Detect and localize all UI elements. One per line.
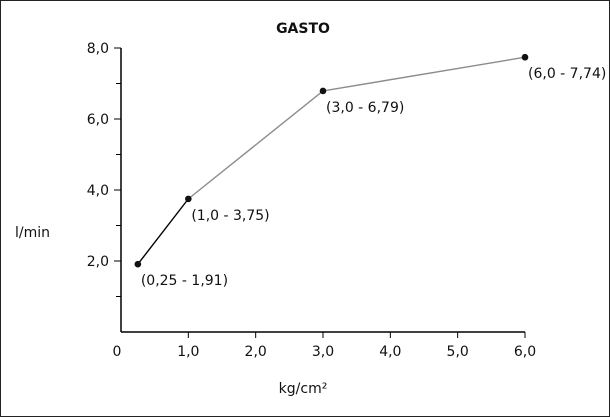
x-tick-label: 0: [113, 344, 122, 360]
x-tick-label: 2,0: [245, 344, 267, 360]
y-tick-label: 2,0: [87, 254, 109, 270]
series: [134, 53, 529, 268]
y-tick-label: 8,0: [87, 41, 109, 57]
x-tick-label: 1,0: [177, 344, 199, 360]
x-tick-label: 4,0: [379, 344, 401, 360]
x-axis-label: kg/cm²: [279, 381, 328, 397]
data-label: (6,0 - 7,74): [528, 66, 606, 82]
point-labels: (0,25 - 1,91) (1,0 - 3,75) (3,0 - 6,79) (6,…: [141, 66, 606, 289]
chart-title: GASTO: [276, 21, 330, 37]
y-axis-label: l/min: [15, 225, 50, 241]
series-segment: [137, 198, 189, 265]
data-point: [521, 53, 529, 61]
x-tick-label: 5,0: [447, 344, 469, 360]
data-point: [185, 195, 192, 203]
x-tick-label: 6,0: [514, 344, 536, 360]
y-tick-label: 6,0: [87, 112, 109, 128]
y-tick-label: 4,0: [87, 183, 109, 199]
series-segment: [322, 56, 526, 92]
series-segment: [187, 90, 324, 200]
data-point: [319, 87, 327, 95]
y-ticks: 2,0 4,0 6,0 8,0: [87, 41, 121, 297]
data-label: (3,0 - 6,79): [326, 100, 404, 116]
x-tick-label: 3,0: [312, 344, 334, 360]
data-label: (1,0 - 3,75): [191, 208, 269, 224]
data-point: [134, 260, 142, 268]
x-ticks: 0 1,0 2,0 3,0 4,0 5,0 6,0: [113, 332, 536, 360]
data-label: (0,25 - 1,91): [141, 273, 228, 289]
